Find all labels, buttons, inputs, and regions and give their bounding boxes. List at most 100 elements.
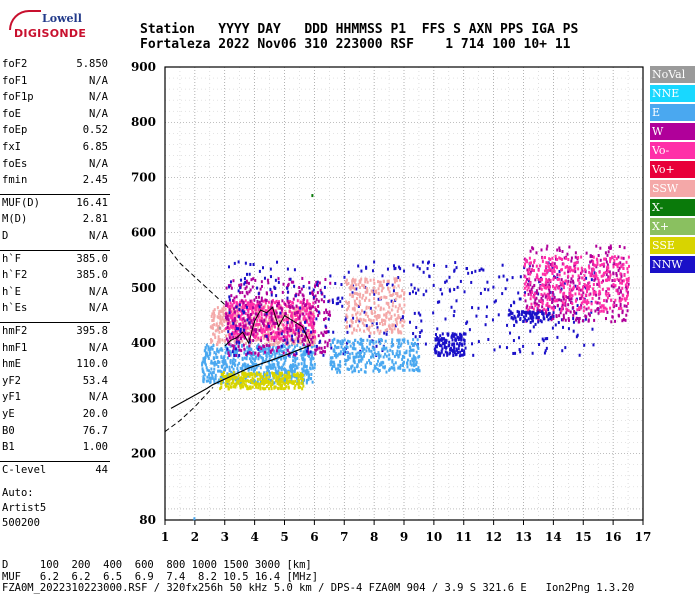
- param-value: 110.0: [76, 358, 108, 371]
- trace-point: [382, 355, 385, 359]
- trace-point: [580, 293, 583, 297]
- trace-point: [568, 291, 571, 295]
- trace-point: [218, 337, 221, 341]
- trace-point: [270, 314, 273, 318]
- trace-point: [224, 351, 227, 355]
- trace-point: [561, 307, 564, 311]
- trace-point: [252, 322, 255, 326]
- trace-point: [596, 282, 599, 286]
- trace-point: [240, 385, 243, 389]
- trace-point: [543, 307, 546, 311]
- trace-point: [257, 313, 260, 317]
- trace-point: [501, 292, 504, 296]
- trace-point: [626, 285, 629, 289]
- trace-point: [573, 267, 576, 271]
- trace-point: [390, 328, 393, 332]
- trace-point: [525, 319, 528, 323]
- trace-point: [257, 352, 260, 356]
- trace-point: [246, 379, 249, 383]
- trace-point: [467, 271, 470, 275]
- trace-point: [416, 338, 419, 342]
- trace-point: [561, 349, 564, 353]
- trace-point: [378, 331, 381, 335]
- trace-point: [377, 359, 380, 363]
- trace-point: [259, 319, 262, 323]
- trace-point: [282, 367, 285, 371]
- trace-point: [352, 355, 355, 359]
- trace-point: [253, 382, 256, 386]
- trace-point: [624, 318, 627, 322]
- trace-point: [388, 290, 391, 294]
- footer-info: D 100 200 400 600 800 1000 1500 3000 [km…: [2, 559, 634, 595]
- trace-point: [582, 309, 585, 313]
- trace-point: [255, 362, 258, 366]
- trace-point: [578, 292, 581, 296]
- trace-point: [301, 312, 304, 316]
- trace-point: [308, 286, 311, 290]
- param-key: yF1: [2, 391, 21, 404]
- trace-point: [217, 312, 220, 316]
- trace-point: [627, 279, 630, 283]
- trace-point: [412, 361, 415, 365]
- trace-point: [627, 255, 630, 259]
- trace-point: [273, 341, 276, 345]
- trace-point: [359, 302, 362, 306]
- trace-point: [528, 289, 531, 293]
- trace-point: [290, 364, 293, 368]
- trace-point: [373, 292, 376, 296]
- trace-point: [393, 366, 396, 370]
- trace-point: [345, 358, 348, 362]
- trace-point: [238, 291, 241, 295]
- trace-point: [329, 343, 332, 347]
- trace-point: [553, 265, 556, 269]
- trace-point: [570, 259, 573, 263]
- trace-point: [535, 289, 538, 293]
- trace-point: [306, 302, 309, 306]
- trace-point: [288, 304, 291, 308]
- trace-point: [250, 366, 253, 370]
- trace-point: [267, 369, 270, 373]
- trace-point: [622, 294, 625, 298]
- auto-artist: Artist5: [2, 502, 47, 514]
- trace-point: [442, 341, 445, 345]
- trace-point: [437, 353, 440, 357]
- trace-point: [234, 363, 237, 367]
- trace-point: [619, 277, 622, 281]
- logo-line1: Lowell: [42, 12, 82, 25]
- param-row: fmin 2.45: [2, 174, 108, 188]
- trace-point: [241, 312, 244, 316]
- trace-point: [600, 274, 603, 278]
- trace-point: [311, 335, 314, 339]
- trace-point: [331, 339, 334, 343]
- trace-point: [291, 331, 294, 335]
- trace-point: [280, 332, 283, 336]
- trace-point: [234, 347, 237, 351]
- trace-point: [243, 331, 246, 335]
- trace-point: [220, 372, 223, 376]
- trace-point: [446, 351, 449, 355]
- trace-point: [558, 256, 561, 260]
- trace-point: [388, 368, 391, 372]
- trace-point: [231, 362, 234, 366]
- x-tick-label: 9: [400, 530, 408, 544]
- trace-point: [273, 343, 276, 347]
- trace-point: [231, 344, 234, 348]
- trace-point: [548, 296, 551, 300]
- trace-point: [264, 309, 267, 313]
- trace-point: [405, 351, 408, 355]
- trace-point: [212, 332, 215, 336]
- trace-point: [226, 365, 229, 369]
- trace-point: [304, 307, 307, 311]
- trace-point: [262, 347, 265, 351]
- trace-point: [285, 316, 288, 320]
- trace-point: [278, 381, 281, 385]
- param-key: D: [2, 230, 9, 242]
- trace-point: [234, 324, 237, 328]
- trace-point: [233, 319, 236, 323]
- trace-point: [551, 294, 554, 298]
- trace-point: [232, 279, 235, 283]
- trace-point: [256, 382, 259, 386]
- trace-point: [279, 373, 282, 377]
- trace-point: [305, 312, 308, 316]
- trace-point: [391, 340, 394, 344]
